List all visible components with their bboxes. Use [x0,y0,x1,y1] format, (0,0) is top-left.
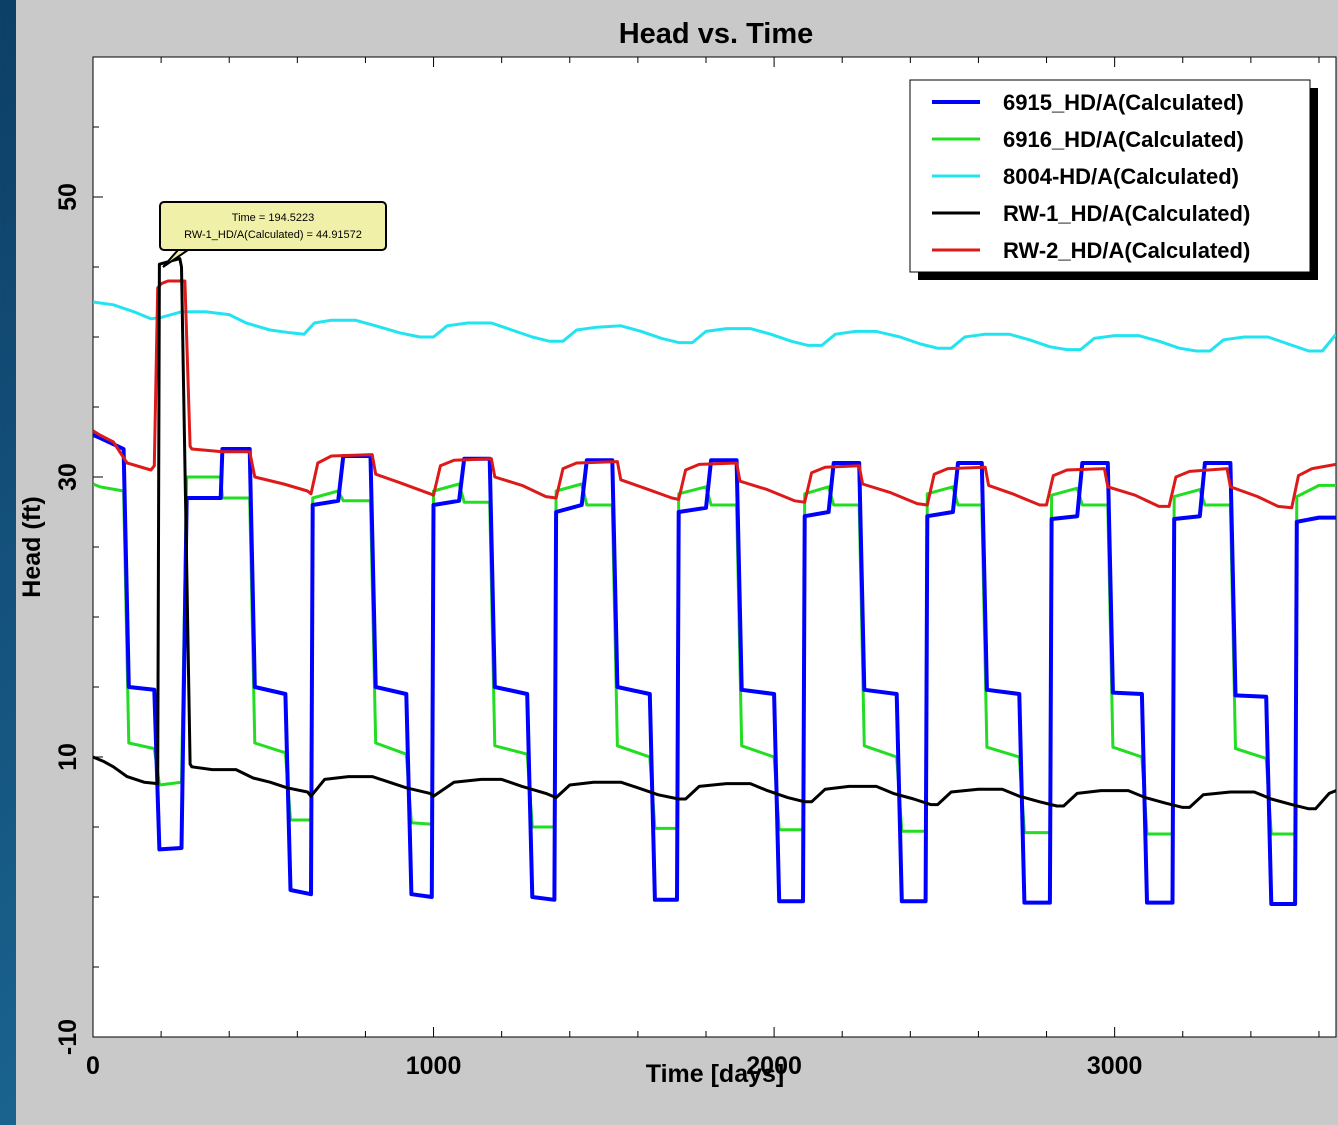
legend-label: 6916_HD/A(Calculated) [1003,127,1244,152]
x-tick-label: 2000 [746,1052,802,1080]
chart-title: Head vs. Time [618,18,814,50]
series-line-RW-1_HD/A(Calculated) [93,257,1336,811]
legend-label: 8004-HD/A(Calculated) [1003,164,1239,189]
legend-label: RW-2_HD/A(Calculated) [1003,238,1250,263]
y-tick-label: 30 [54,463,82,491]
tooltip-box [159,201,387,251]
legend-label: RW-1_HD/A(Calculated) [1003,201,1250,226]
x-axis-title: Time [days] [646,1060,784,1088]
x-tick-label: 0 [86,1052,100,1080]
legend-label: 6915_HD/A(Calculated) [1003,90,1244,115]
series-line-6915_HD/A(Calculated) [93,433,1336,906]
x-tick-label: 1000 [406,1052,462,1080]
x-tick-label: 3000 [1087,1052,1143,1080]
tooltip-line-2: RW-1_HD/A(Calculated) = 44.91572 [184,229,362,241]
y-tick-label: -10 [54,1019,82,1055]
y-axis-title: Head (ft) [18,496,46,597]
series-line-8004-HD/A(Calculated) [93,300,1336,353]
series-line-RW-2_HD/A(Calculated) [93,279,1336,510]
y-tick-label: 50 [54,183,82,211]
tooltip-line-1: Time = 194.5223 [232,212,314,224]
y-tick-label: 10 [54,743,82,771]
